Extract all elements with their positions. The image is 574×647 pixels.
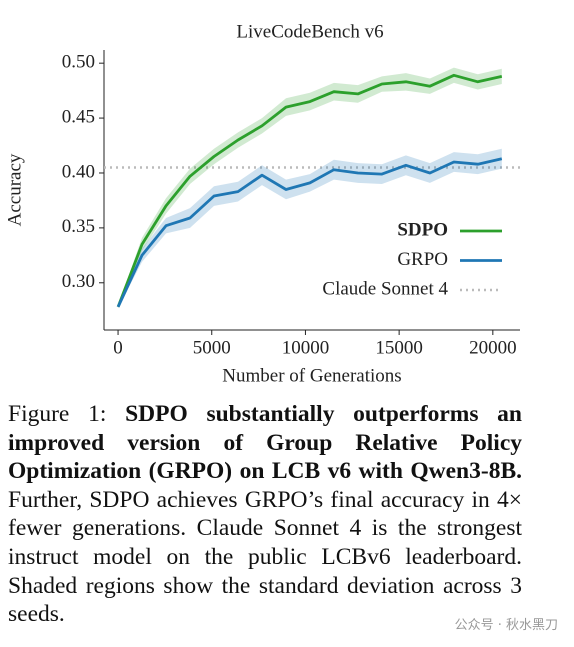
y-tick-label: 0.45 (62, 106, 95, 127)
caption-text: Further, SDPO achieves GRPO’s final accu… (8, 486, 522, 628)
chart-title: LiveCodeBench v6 (236, 21, 383, 42)
y-tick-label: 0.50 (62, 52, 95, 73)
legend-label: GRPO (397, 249, 448, 270)
chart: LiveCodeBench v6 Number of Generations A… (4, 21, 520, 386)
caption-label: Figure 1: (8, 401, 107, 427)
caption-bold: SDPO substantially outperforms an improv… (8, 401, 523, 485)
y-tick-label: 0.40 (62, 161, 95, 182)
x-axis-label: Number of Generations (222, 365, 401, 386)
watermark: 公众号 · 秋水黑刀 (454, 618, 558, 633)
legend-label: SDPO (397, 219, 448, 240)
caption: Figure 1: SDPO substantially outperforms… (8, 400, 522, 629)
x-tick-label: 0 (113, 337, 123, 358)
x-tick-label: 20000 (469, 337, 517, 358)
legend-label: Claude Sonnet 4 (322, 278, 448, 299)
y-tick-label: 0.35 (62, 216, 95, 237)
std-band (118, 148, 502, 308)
x-tick-label: 15000 (375, 337, 423, 358)
x-tick-label: 10000 (282, 337, 330, 358)
x-tick-label: 5000 (193, 337, 231, 358)
series-line (116, 157, 503, 308)
series-line (116, 73, 503, 308)
y-tick-label: 0.30 (62, 271, 95, 292)
y-axis-label: Accuracy (4, 153, 25, 226)
